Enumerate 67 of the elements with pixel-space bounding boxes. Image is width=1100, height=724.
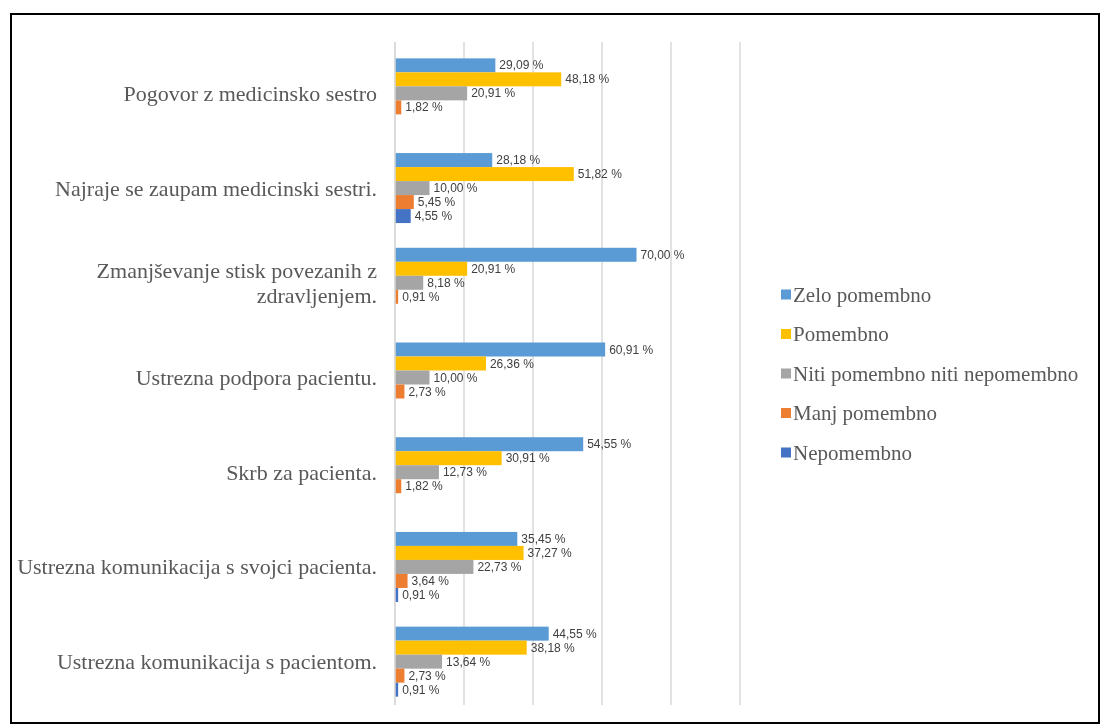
data-label: 35,45 % [521, 531, 566, 546]
legend-label: Niti pomembno niti nepomembno [793, 361, 1079, 386]
data-label: 30,91 % [505, 451, 550, 466]
bar [395, 247, 637, 262]
legend-label: Manj pomembno [793, 401, 938, 425]
data-label: 60,91 % [609, 342, 654, 357]
bar [395, 72, 562, 87]
y-tick-label: Zmanjševanje stisk povezanih z zdravljenjem. [96, 257, 378, 308]
bar [395, 545, 524, 560]
bar [395, 209, 411, 224]
data-label: 10,00 % [433, 181, 478, 196]
bar [395, 451, 502, 466]
bar [395, 153, 493, 168]
bar [395, 465, 439, 480]
data-label: 22,73 % [477, 559, 522, 574]
data-label: 10,00 % [433, 370, 478, 385]
data-label: 20,91 % [471, 261, 516, 276]
data-label: 2,73 % [408, 668, 447, 683]
data-label: 54,55 % [587, 437, 632, 452]
data-label: 70,00 % [640, 247, 685, 262]
data-label: 2,73 % [408, 384, 447, 399]
y-tick-label: Ustrezna komunikacija s pacientom. [56, 649, 377, 675]
bar [395, 58, 496, 73]
data-label: 29,09 % [499, 58, 544, 73]
data-label: 26,36 % [489, 356, 535, 371]
bar [395, 626, 549, 641]
bar [395, 86, 468, 101]
data-label: 0,91 % [402, 682, 440, 697]
bar [395, 356, 486, 371]
y-tick-label: Skrb za pacienta. [226, 459, 377, 485]
data-label: 51,82 % [577, 167, 623, 182]
bar [395, 370, 430, 385]
legend-label: Nepomembno [793, 440, 912, 465]
bar [395, 531, 518, 546]
data-label: 44,55 % [552, 626, 598, 641]
data-label: 3,64 % [411, 573, 450, 588]
bar [395, 437, 584, 452]
data-label: 4,55 % [414, 209, 453, 224]
data-label: 1,82 % [405, 479, 443, 494]
bar [395, 342, 606, 357]
y-tick-label: Pogovor z medicinsko sestro [123, 80, 377, 106]
data-label: 1,82 % [405, 100, 443, 115]
bar [395, 195, 414, 210]
data-label: 12,73 % [442, 465, 488, 480]
bar [395, 261, 468, 276]
data-label: 0,91 % [402, 587, 440, 602]
y-tick-label: Najraje se zaupam medicinski sestri. [55, 175, 377, 201]
data-label: 48,18 % [565, 72, 610, 87]
legend-label: Zelo pomembno [793, 282, 932, 307]
bar [395, 654, 443, 669]
data-label: 37,27 % [527, 545, 572, 560]
data-label: 5,45 % [417, 195, 456, 210]
y-tick-label: Ustrezna komunikacija s svojci pacienta. [17, 554, 377, 580]
bar [395, 181, 430, 196]
data-label: 0,91 % [402, 289, 440, 304]
bar [395, 640, 527, 655]
bar [395, 559, 474, 574]
legend-label: Pomembno [793, 322, 889, 346]
data-label: 20,91 % [471, 86, 516, 101]
bar [395, 573, 408, 588]
data-label: 38,18 % [530, 640, 576, 655]
data-label: 28,18 % [496, 153, 541, 168]
data-label: 13,64 % [446, 654, 491, 669]
y-tick-label: Ustrezna podpora pacientu. [135, 365, 377, 390]
bar [395, 167, 574, 182]
data-label: 8,18 % [427, 275, 465, 290]
bar [395, 275, 424, 290]
